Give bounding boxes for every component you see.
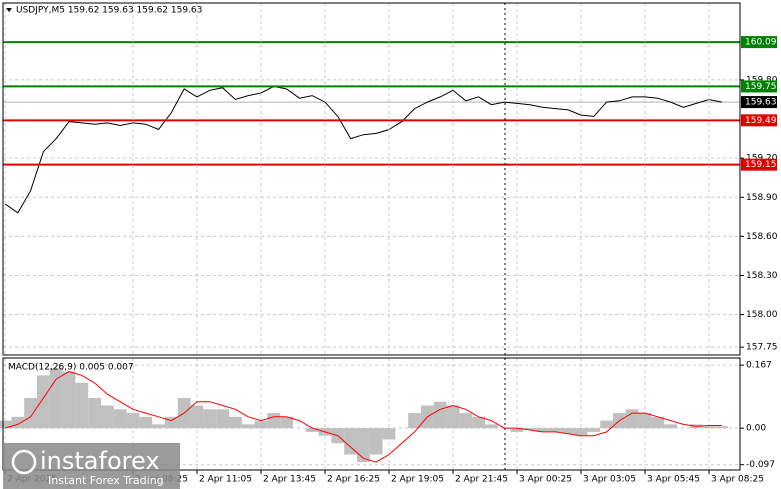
x-tick-label: 3 Apr 08:25	[711, 475, 764, 485]
macd-bar	[62, 371, 76, 429]
macd-bar	[0, 420, 12, 429]
level-label: 159.15	[745, 160, 777, 170]
macd-bar	[369, 428, 383, 455]
macd-bar	[75, 382, 89, 429]
macd-bar	[408, 413, 421, 429]
y-tick-label: 158.30	[746, 271, 778, 281]
macd-bar	[101, 405, 114, 429]
macd-bar	[165, 416, 178, 429]
x-tick-label: 2 Apr 19:05	[391, 475, 444, 485]
y-tick-label: 0.00	[746, 424, 766, 434]
macd-panel-frame	[2, 357, 741, 471]
y-tick-label: 158.60	[746, 232, 778, 242]
macd-bar	[638, 413, 652, 429]
macd-bar	[485, 424, 498, 429]
y-tick-label: 157.75	[746, 343, 778, 353]
y-tick-label: 159.80	[746, 75, 778, 85]
macd-bar	[574, 428, 588, 436]
watermark-brand: instaforex	[40, 447, 160, 475]
chart-title: USDJPY,M5 159.62 159.63 159.62 159.63	[16, 6, 202, 16]
x-tick-label: 2 Apr 11:05	[199, 475, 252, 485]
x-tick-label: 2 Apr 21:45	[455, 475, 508, 485]
macd-title: MACD(12,26,9) 0.005 0.007	[8, 363, 134, 373]
macd-bar	[357, 428, 370, 463]
macd-bar	[472, 416, 485, 429]
macd-bar	[11, 416, 25, 429]
macd-bar	[549, 428, 562, 432]
macd-bar	[305, 428, 319, 432]
last-price-label: 159.63	[745, 98, 777, 108]
level-label-box	[741, 36, 777, 49]
macd-bar	[536, 428, 549, 432]
x-tick-label: 3 Apr 05:45	[647, 475, 700, 485]
macd-bar	[715, 426, 729, 429]
macd-bar	[625, 409, 639, 429]
menu-triangle	[6, 8, 12, 12]
macd-bar	[229, 416, 242, 429]
level-label-box	[741, 80, 777, 93]
watermark-logo	[11, 449, 37, 475]
macd-bar	[446, 405, 460, 429]
macd-bar	[139, 416, 153, 429]
macd-bar	[37, 375, 50, 429]
macd-bar	[113, 409, 127, 429]
level-label: 159.75	[745, 82, 777, 92]
y-tick-label: 159.20	[746, 154, 778, 164]
macd-bar	[587, 428, 601, 432]
macd-bar	[510, 428, 524, 432]
macd-bar	[152, 424, 165, 429]
price-panel-frame	[2, 2, 741, 356]
macd-bar	[49, 367, 63, 429]
x-tick-label: 3 Apr 00:25	[519, 475, 572, 485]
x-tick-label: 2 Apr 13:45	[263, 475, 316, 485]
watermark-box	[3, 443, 180, 489]
macd-bar	[651, 416, 665, 429]
y-tick-label: -0.097	[746, 460, 775, 470]
watermark-tagline: Instant Forex Trading	[48, 474, 164, 487]
last-price-box	[741, 96, 777, 109]
y-tick-label: 158.90	[746, 193, 778, 203]
macd-bar	[344, 428, 357, 455]
macd-bar	[126, 413, 140, 429]
macd-bar	[523, 428, 537, 431]
macd-bar	[664, 424, 677, 429]
macd-bar	[433, 401, 447, 429]
watermark: instaforex Instant Forex Trading	[3, 443, 180, 489]
macd-bar	[382, 428, 396, 440]
level-label-box	[741, 158, 777, 171]
level-label-box	[741, 114, 777, 127]
macd-bar	[254, 420, 268, 429]
y-tick-label: 158.00	[746, 310, 778, 320]
level-label: 159.49	[745, 116, 777, 126]
macd-bar	[280, 416, 293, 429]
level-label: 160.09	[745, 38, 777, 48]
macd-bar	[203, 409, 217, 429]
signal-line	[4, 371, 722, 463]
x-tick-label: 2 Apr 16:25	[327, 475, 380, 485]
price-line	[4, 85, 722, 214]
macd-bar	[241, 424, 255, 429]
macd-bar	[561, 428, 575, 434]
macd-bar	[267, 413, 281, 429]
macd-bar	[702, 426, 716, 429]
macd-bar	[190, 405, 204, 429]
macd-bar	[459, 413, 473, 429]
macd-bar	[600, 420, 613, 429]
macd-bar	[88, 397, 101, 429]
macd-bar	[24, 397, 37, 429]
x-tick-label: 3 Apr 03:05	[583, 475, 636, 485]
y-tick-label: 0.167	[746, 361, 772, 371]
macd-bar	[216, 409, 229, 429]
